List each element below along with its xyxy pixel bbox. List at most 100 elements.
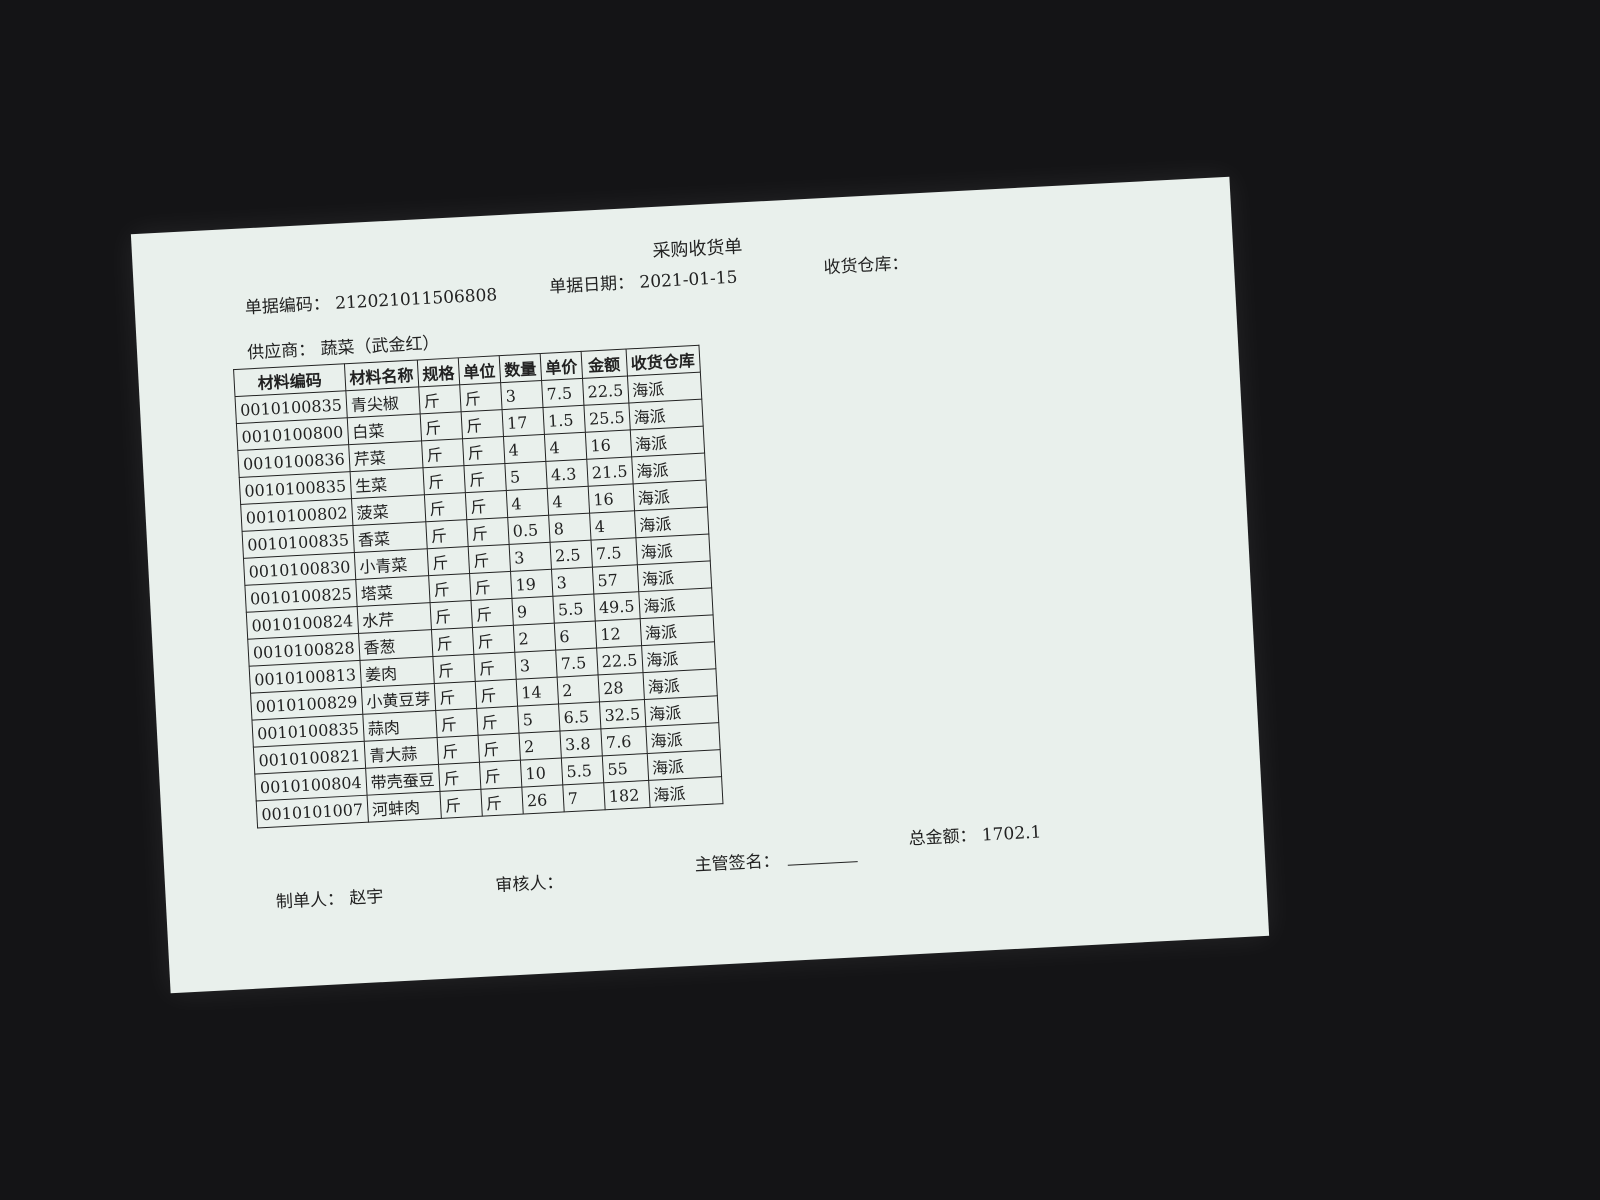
table-cell: 斤 bbox=[439, 789, 483, 819]
table-cell: 水芹 bbox=[356, 602, 432, 634]
table-cell: 6.5 bbox=[558, 701, 601, 732]
table-cell: 斤 bbox=[469, 571, 512, 601]
field-value: 212021011506808 bbox=[334, 285, 498, 314]
table-cell: 香菜 bbox=[352, 521, 428, 553]
table-cell: 生菜 bbox=[349, 467, 425, 499]
table-cell: 2 bbox=[518, 731, 562, 761]
table-cell: 小黄豆芽 bbox=[361, 683, 436, 715]
field-label: 制单人： bbox=[275, 889, 345, 913]
table-cell: 芹菜 bbox=[348, 440, 423, 472]
field: 收货仓库： bbox=[823, 249, 909, 278]
field-value: 赵宇 bbox=[348, 887, 384, 909]
table-cell: 5 bbox=[517, 704, 560, 734]
table-cell: 斤 bbox=[465, 490, 508, 520]
table-cell: 16 bbox=[585, 429, 632, 460]
column-header: 单位 bbox=[458, 355, 501, 385]
table-cell: 海派 bbox=[634, 507, 709, 538]
table-cell: 海派 bbox=[626, 372, 702, 403]
table-cell: 7.5 bbox=[590, 537, 637, 568]
table-cell: 小青菜 bbox=[354, 548, 429, 580]
table-cell: 0.5 bbox=[507, 515, 550, 545]
table-cell: 斤 bbox=[467, 544, 511, 574]
table-cell: 25.5 bbox=[583, 402, 630, 433]
field-label: 供应商： bbox=[246, 339, 316, 364]
table-cell: 17 bbox=[501, 407, 545, 437]
table-cell: 斤 bbox=[436, 735, 480, 765]
doc-title: 采购收货单 bbox=[651, 236, 743, 263]
column-header: 收货仓库 bbox=[625, 345, 700, 377]
table-cell: 斤 bbox=[463, 463, 507, 493]
table-cell: 海派 bbox=[636, 560, 712, 592]
supervisor: 主管签名： bbox=[694, 842, 858, 876]
maker: 制单人： 赵宇 bbox=[275, 882, 384, 913]
table-cell: 斤 bbox=[472, 625, 515, 655]
table-cell: 斤 bbox=[422, 465, 466, 495]
table-cell: 16 bbox=[588, 483, 635, 514]
table-cell: 3 bbox=[500, 380, 543, 410]
table-cell: 斤 bbox=[470, 598, 514, 628]
table-cell: 姜肉 bbox=[359, 656, 435, 688]
table-cell: 海派 bbox=[638, 587, 713, 619]
table-cell: 10 bbox=[520, 758, 563, 788]
table-cell: 3 bbox=[514, 650, 557, 680]
table-cell: 斤 bbox=[479, 760, 522, 790]
table-cell: 海派 bbox=[646, 749, 722, 781]
column-header: 数量 bbox=[499, 353, 542, 383]
table-cell: 1.5 bbox=[542, 405, 586, 435]
table-cell: 斤 bbox=[432, 654, 476, 684]
table-cell: 0010101007 bbox=[256, 795, 369, 828]
table-cell: 斤 bbox=[425, 519, 468, 549]
table-cell: 海派 bbox=[645, 722, 720, 754]
table-cell: 5.5 bbox=[561, 755, 604, 785]
table-cell: 26 bbox=[521, 784, 565, 815]
field-label: 总金额： bbox=[908, 825, 978, 850]
table-cell: 3 bbox=[551, 567, 594, 597]
supplier: 供应商： 蔬菜（武金红） bbox=[246, 328, 440, 364]
table-cell: 12 bbox=[595, 618, 642, 649]
reviewer: 审核人： bbox=[495, 868, 564, 897]
table-cell: 9 bbox=[511, 596, 555, 626]
table-cell: 海派 bbox=[639, 614, 715, 646]
table-cell: 21.5 bbox=[586, 456, 633, 487]
table-cell: 海派 bbox=[631, 453, 706, 484]
table-cell: 斤 bbox=[431, 627, 474, 657]
table-cell: 2 bbox=[556, 674, 600, 705]
table-cell: 海派 bbox=[629, 426, 705, 457]
items-table: 材料编码 材料名称 规格 单位 数量 单价 金额 收货仓库 0010100835 青尖椒斤斤 3 7.… bbox=[233, 345, 723, 829]
column-header: 材料名称 bbox=[344, 359, 419, 391]
table-cell: 4 bbox=[503, 434, 546, 464]
table-cell: 6 bbox=[554, 621, 597, 651]
sign-line bbox=[787, 861, 858, 866]
table-cell: 带壳蚕豆 bbox=[365, 764, 440, 796]
table-cell: 斤 bbox=[438, 762, 481, 792]
table-cell: 4 bbox=[506, 488, 549, 518]
column-header: 金额 bbox=[580, 349, 627, 379]
table-cell: 7 bbox=[562, 782, 606, 812]
table-cell: 斤 bbox=[419, 411, 463, 441]
field-label: 收货仓库： bbox=[823, 253, 909, 279]
table-cell: 22.5 bbox=[596, 645, 643, 675]
table-cell: 斤 bbox=[429, 600, 473, 630]
table-cell: 57 bbox=[592, 564, 639, 595]
table-cell: 斤 bbox=[460, 409, 504, 439]
table-cell: 斤 bbox=[462, 436, 505, 466]
table-cell: 斤 bbox=[466, 517, 509, 547]
table-cell: 2 bbox=[513, 623, 556, 653]
table-cell: 斤 bbox=[434, 681, 477, 711]
table-cell: 28 bbox=[597, 672, 644, 702]
table-cell: 斤 bbox=[459, 382, 502, 412]
field-label: 单据编码： bbox=[244, 294, 331, 319]
table-cell: 菠菜 bbox=[351, 494, 426, 526]
table-cell: 32.5 bbox=[599, 699, 646, 729]
table-cell: 22.5 bbox=[582, 376, 629, 406]
column-header: 单价 bbox=[540, 351, 583, 381]
field-value: 蔬菜（武金红） bbox=[320, 333, 440, 360]
field-value: 2021-01-15 bbox=[638, 267, 738, 293]
table-cell: 斤 bbox=[476, 706, 519, 736]
table-cell: 斤 bbox=[428, 573, 471, 603]
table-cell: 7.5 bbox=[555, 648, 598, 678]
receipt-paper: 采购收货单 单据编码： 212021011506808 单据日期： 2021-0… bbox=[130, 176, 1270, 994]
table-cell: 3.8 bbox=[559, 728, 603, 759]
table-cell: 182 bbox=[603, 780, 650, 810]
